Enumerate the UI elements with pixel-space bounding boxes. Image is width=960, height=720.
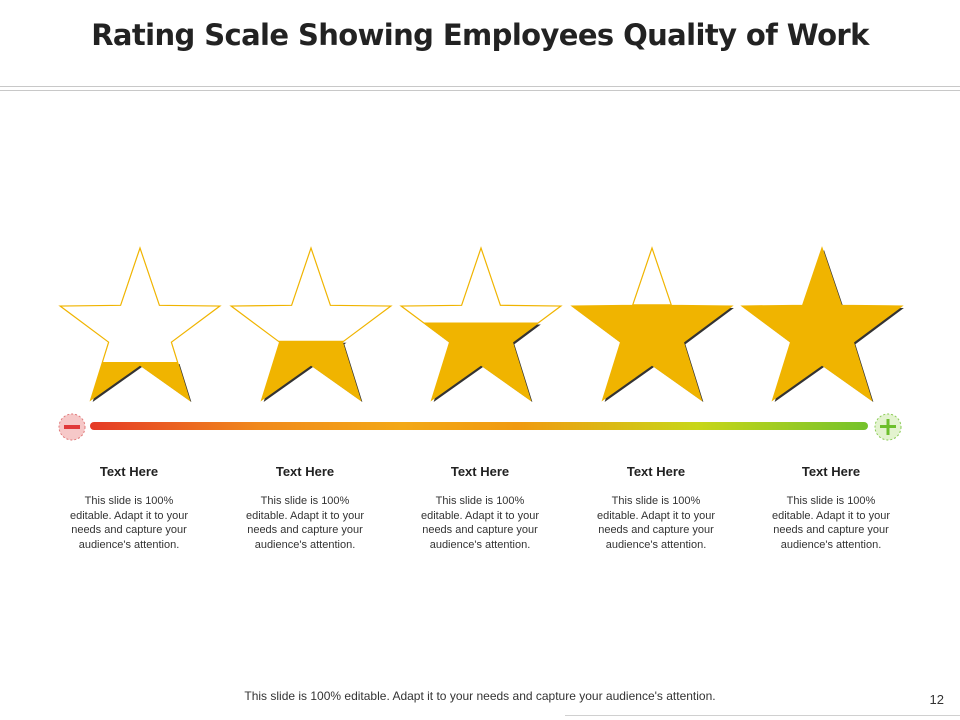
- star-fill: [423, 322, 539, 400]
- star-base: [231, 248, 391, 400]
- star-fill: [90, 361, 190, 400]
- star-fill: [572, 304, 732, 400]
- title-divider-bottom: [0, 90, 960, 91]
- page-title: Rating Scale Showing Employees Quality o…: [91, 18, 869, 52]
- rating-star-1: [58, 246, 222, 402]
- star-outline: [740, 246, 904, 402]
- star-fill: [261, 340, 361, 400]
- rating-star-5: [740, 246, 904, 402]
- footer-divider: [565, 715, 960, 716]
- rating-item-3: Text Here This slide is 100% editable. A…: [400, 464, 560, 552]
- rating-item-description: This slide is 100% editable. Adapt it to…: [245, 495, 365, 551]
- rating-item-heading: Text Here: [275, 464, 335, 479]
- rating-item-description: This slide is 100% editable. Adapt it to…: [69, 495, 189, 551]
- page-number: 12: [929, 692, 944, 707]
- rating-star-3: [399, 246, 563, 402]
- rating-item-heading: Text Here: [450, 464, 510, 479]
- rating-item-4: Text Here This slide is 100% editable. A…: [576, 464, 736, 552]
- star-outline: [58, 246, 222, 402]
- star-outline: [229, 246, 393, 402]
- title-divider-top: [0, 86, 960, 87]
- rating-item-description: This slide is 100% editable. Adapt it to…: [771, 495, 891, 551]
- rating-star-2: [229, 246, 393, 402]
- rating-star-4: [570, 246, 734, 402]
- rating-item-heading: Text Here: [801, 464, 861, 479]
- rating-item-description: This slide is 100% editable. Adapt it to…: [596, 495, 716, 551]
- star-base: [60, 248, 220, 400]
- rating-item-heading: Text Here: [626, 464, 686, 479]
- rating-item-2: Text Here This slide is 100% editable. A…: [225, 464, 385, 552]
- star-fill: [742, 248, 902, 400]
- rating-item-heading: Text Here: [99, 464, 159, 479]
- star-outline: [570, 246, 734, 402]
- plus-icon: [874, 413, 902, 441]
- rating-scale-bar: [90, 422, 868, 430]
- rating-item-5: Text Here This slide is 100% editable. A…: [751, 464, 911, 552]
- minus-icon: [58, 413, 86, 441]
- footer-note: This slide is 100% editable. Adapt it to…: [244, 689, 716, 703]
- rating-item-1: Text Here This slide is 100% editable. A…: [49, 464, 209, 552]
- rating-item-description: This slide is 100% editable. Adapt it to…: [420, 495, 540, 551]
- star-outline: [399, 246, 563, 402]
